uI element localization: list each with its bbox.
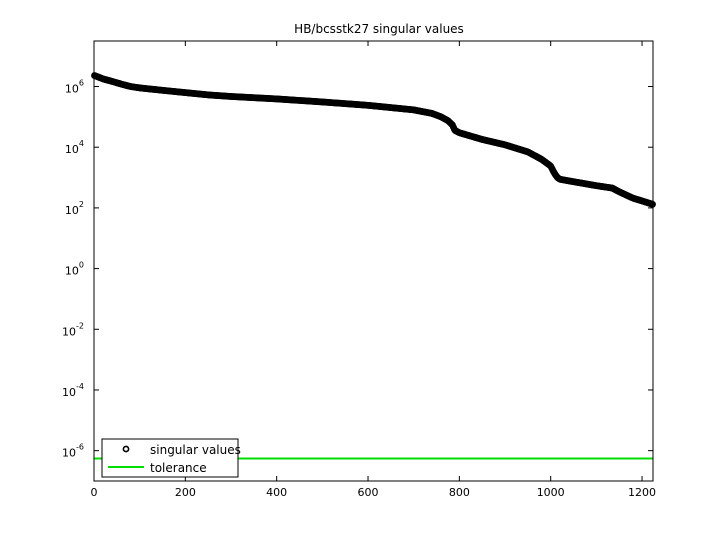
legend: singular values tolerance bbox=[101, 438, 241, 478]
y-tick-label: 10-4 bbox=[62, 382, 84, 399]
y-tick-label: 10-6 bbox=[62, 443, 84, 460]
x-tick-label: 200 bbox=[175, 486, 196, 499]
x-tick-label: 1200 bbox=[628, 486, 656, 499]
x-tick-label: 0 bbox=[91, 486, 98, 499]
x-tick-label: 1000 bbox=[537, 486, 565, 499]
legend-label-singular-values: singular values bbox=[150, 443, 241, 457]
y-tick-label: 100 bbox=[65, 261, 84, 278]
x-tick-label: 400 bbox=[266, 486, 287, 499]
y-tick-label: 102 bbox=[65, 200, 84, 217]
legend-label-tolerance: tolerance bbox=[150, 461, 207, 475]
y-tick-label: 104 bbox=[65, 139, 84, 156]
y-tick-label: 106 bbox=[65, 79, 84, 96]
chart-title: HB/bcsstk27 singular values bbox=[294, 22, 464, 36]
y-tick-label: 10-2 bbox=[62, 321, 84, 338]
x-tick-label: 800 bbox=[449, 486, 470, 499]
plot-frame bbox=[93, 40, 654, 482]
x-tick-label: 600 bbox=[358, 486, 379, 499]
singular-value-points bbox=[91, 72, 656, 208]
legend-box bbox=[101, 438, 239, 478]
axes: 0 200 400 600 800 1000 1200 106 104 102 100 10-2 10-… bbox=[62, 40, 656, 499]
legend-marker-singular-values bbox=[122, 445, 130, 453]
